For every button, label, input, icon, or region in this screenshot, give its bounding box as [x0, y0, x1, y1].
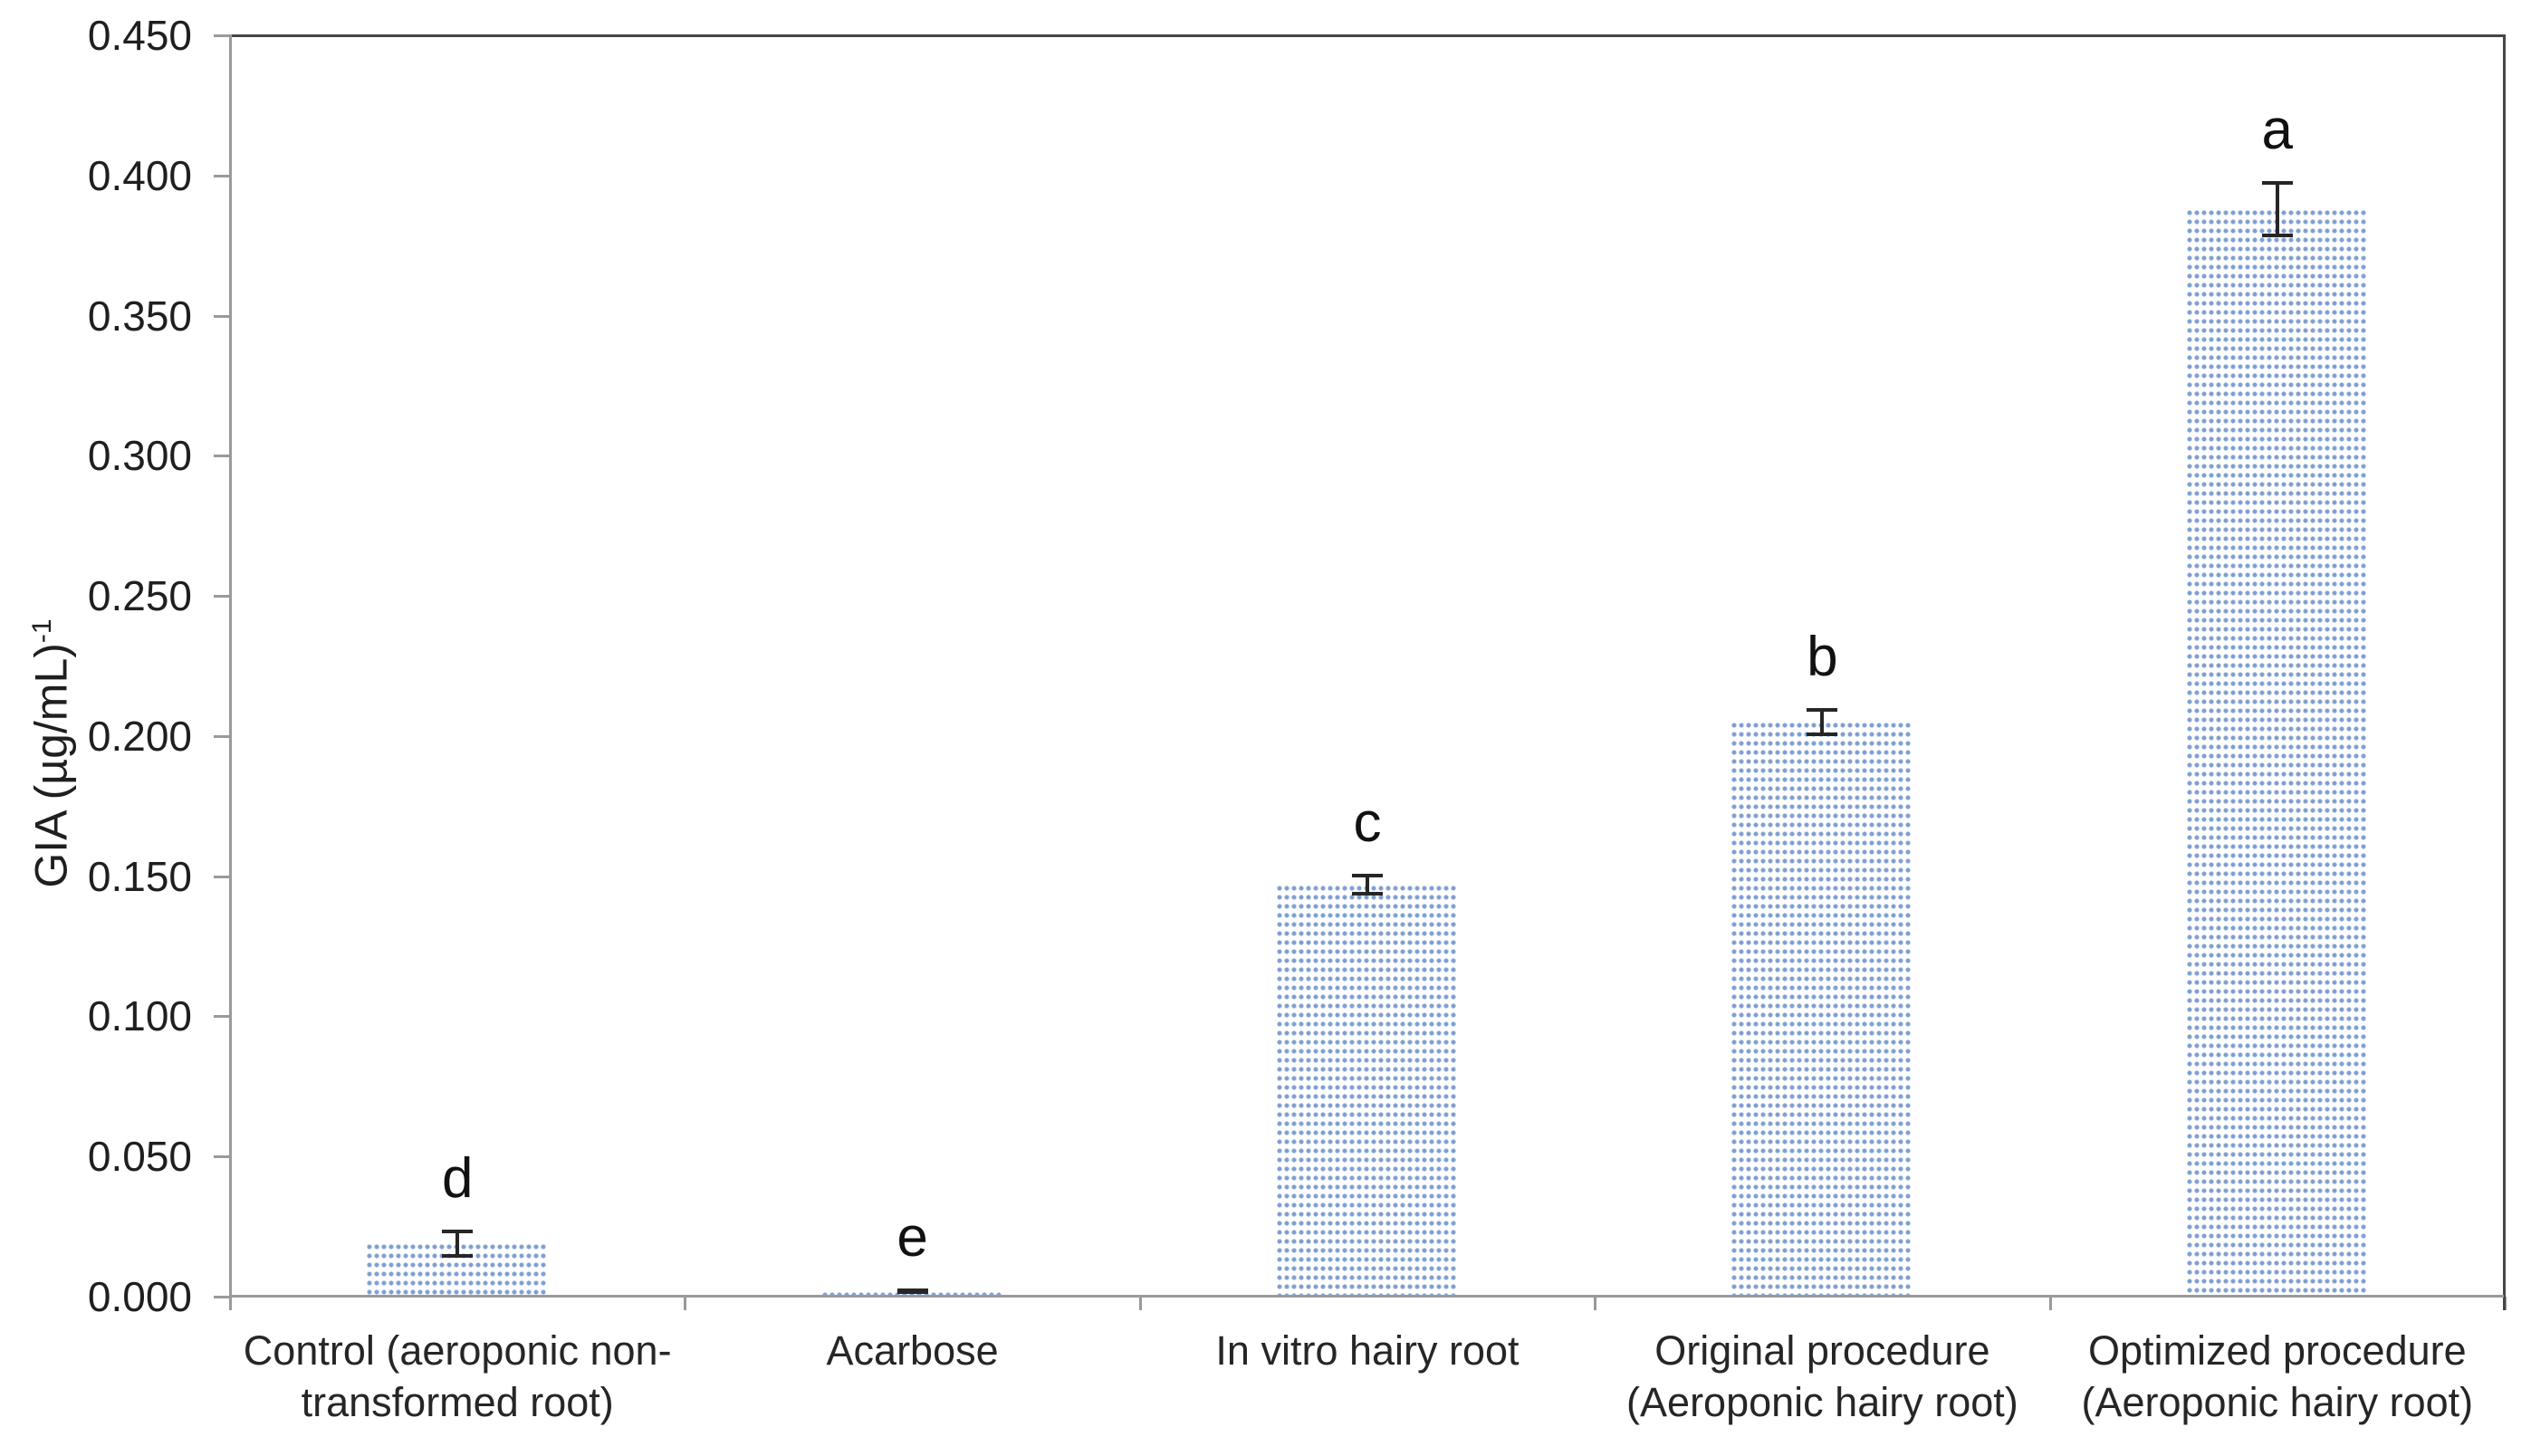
- y-tick-mark: [214, 1015, 230, 1019]
- error-bar-line: [455, 1229, 460, 1258]
- x-tick-mark: [1594, 1297, 1597, 1310]
- significance-letter: d: [441, 1146, 474, 1210]
- category-label-line: Optimized procedure: [2087, 1327, 2467, 1374]
- category-label-line: In vitro hairy root: [1215, 1327, 1520, 1374]
- y-axis-line: [229, 34, 232, 1296]
- category-label-line: transformed root): [301, 1379, 614, 1425]
- bar: [1731, 722, 1913, 1297]
- category-label-line: Original procedure: [1654, 1327, 1990, 1374]
- error-bar-cap-bottom: [896, 1289, 928, 1294]
- x-axis-line: [229, 1295, 2504, 1298]
- significance-letter: b: [1807, 625, 1838, 688]
- y-tick-mark: [214, 174, 230, 177]
- error-bar-line: [2275, 180, 2279, 237]
- error-bar-cap-bottom: [1807, 732, 1838, 736]
- bar: [821, 1290, 1003, 1297]
- error-bar-cap-bottom: [442, 1253, 474, 1258]
- y-tick-label: 0.200: [87, 712, 192, 760]
- category-label-line: Acarbose: [826, 1327, 999, 1374]
- x-tick-mark: [1138, 1297, 1142, 1310]
- y-tick-label: 0.350: [87, 292, 192, 340]
- y-tick-mark: [214, 34, 230, 37]
- y-tick-label: 0.100: [87, 992, 192, 1040]
- x-tick-mark: [2048, 1297, 2052, 1310]
- error-bar-line: [1820, 707, 1825, 736]
- y-axis-title-superscript: -1: [27, 618, 57, 644]
- error-bar-cap-bottom: [1352, 892, 1383, 896]
- category-label: Optimized procedure (Aeroponic hairy root…: [2047, 1325, 2508, 1428]
- category-label-line: (Aeroponic hairy root): [2081, 1379, 2474, 1425]
- category-label: Acarbose: [682, 1325, 1144, 1376]
- category-label-line: Control (aeroponic non-: [243, 1327, 672, 1374]
- y-tick-mark: [214, 734, 230, 738]
- y-tick-label: 0.150: [87, 852, 192, 900]
- y-tick-mark: [214, 455, 230, 458]
- x-tick-mark: [229, 1297, 232, 1310]
- plot-border-top: [230, 34, 2505, 37]
- y-tick-mark: [214, 1296, 230, 1298]
- y-tick-label: 0.300: [87, 432, 192, 480]
- significance-letter: c: [1353, 790, 1382, 854]
- x-tick-mark: [684, 1297, 687, 1310]
- y-tick-mark: [214, 314, 230, 318]
- bar: [2186, 208, 2368, 1297]
- error-bar-cap-bottom: [2261, 233, 2293, 237]
- y-tick-label: 0.000: [87, 1273, 192, 1320]
- category-label: In vitro hairy root: [1136, 1325, 1598, 1376]
- y-tick-label: 0.050: [87, 1133, 192, 1181]
- significance-letter: e: [896, 1205, 928, 1269]
- plot-border-right: [2503, 34, 2506, 1310]
- error-bar-line: [1366, 873, 1369, 896]
- bar: [1277, 884, 1458, 1297]
- y-tick-label: 0.450: [87, 12, 192, 59]
- category-label: Original procedure (Aeroponic hairy root): [1591, 1325, 2053, 1428]
- y-tick-mark: [214, 875, 230, 878]
- category-label-line: (Aeroponic hairy root): [1626, 1379, 2018, 1425]
- y-tick-mark: [214, 595, 230, 599]
- category-label: Control (aeroponic non-transformed root): [226, 1325, 688, 1428]
- y-tick-label: 0.400: [87, 151, 192, 199]
- y-tick-mark: [214, 1155, 230, 1159]
- significance-letter: a: [2261, 98, 2294, 161]
- y-tick-label: 0.250: [87, 572, 192, 620]
